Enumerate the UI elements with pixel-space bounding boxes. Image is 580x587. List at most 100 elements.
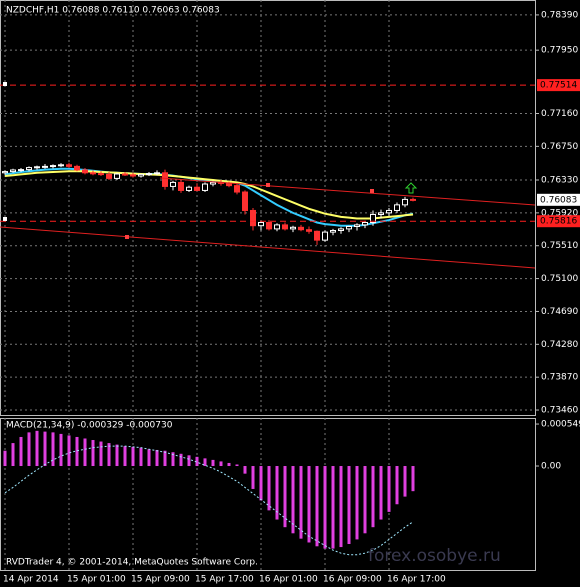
macd-bar — [75, 436, 79, 467]
macd-bar — [251, 466, 255, 489]
macd-bar — [3, 450, 7, 467]
macd-bar — [299, 466, 303, 539]
x-tick-label: 15 Apr 17:00 — [195, 575, 254, 585]
candle-body — [346, 225, 352, 230]
macd-bar — [227, 462, 231, 467]
candle-body — [282, 224, 288, 230]
macd-bar — [235, 464, 239, 467]
candle-body — [250, 209, 256, 227]
signal-line — [4, 445, 414, 556]
y-tick-label: 0.73460 — [541, 406, 578, 416]
macd-bar — [139, 447, 143, 467]
macd-bar — [371, 466, 375, 528]
macd-bar — [123, 446, 127, 467]
macd-bar — [115, 444, 119, 467]
candle-body — [186, 186, 192, 191]
y-tick-label: 0.00 — [541, 462, 561, 472]
candle-body — [370, 213, 376, 223]
level-label-box — [537, 215, 580, 228]
macd-bar — [195, 456, 199, 467]
y-tick-label: 0.73870 — [541, 373, 578, 383]
last-price-box — [537, 193, 580, 206]
candle-body — [322, 231, 328, 241]
candle-body — [410, 198, 416, 201]
y-tick-label: 0.77950 — [541, 46, 578, 56]
macd-bar — [19, 436, 23, 467]
x-tick-label: 16 Apr 01:00 — [259, 575, 318, 585]
watermark: forex.osobye.ru — [368, 546, 501, 566]
macd-bar — [339, 466, 343, 548]
macd-bar — [107, 443, 111, 467]
y-tick-label: 0.000549 — [541, 420, 580, 430]
candle-body — [362, 221, 368, 226]
level-label: 0.75816 — [540, 217, 577, 227]
candle-body — [210, 181, 216, 185]
macd-bar — [331, 466, 335, 549]
level-label: 0.77514 — [540, 81, 577, 91]
candle-body — [146, 173, 152, 176]
candle-body — [66, 164, 72, 167]
trend-line — [159, 177, 536, 206]
candle-body — [258, 221, 264, 227]
marker — [125, 235, 129, 239]
y-tick-label: 0.74690 — [541, 307, 578, 317]
macd-bar — [131, 446, 135, 467]
trend-line — [0, 226, 536, 269]
candle-body — [34, 166, 40, 169]
y-tick-label: 0.74280 — [541, 340, 578, 350]
macd-bar — [267, 466, 271, 511]
macd-bar — [91, 440, 95, 467]
footer: RVDTrader 4, © 2001-2014, MetaQuotes Sof… — [6, 558, 258, 568]
macd-bar — [171, 452, 175, 467]
macd-bar — [363, 466, 367, 534]
macd-bar — [395, 466, 399, 505]
candle-body — [378, 212, 384, 215]
candle-body — [202, 183, 208, 191]
macd-bar — [11, 443, 15, 467]
x-tick-label: 16 Apr 09:00 — [323, 575, 382, 585]
chart-title: NZDCHF,H1 0.76088 0.76110 0.76063 0.7608… — [6, 6, 220, 16]
y-tick-label: 0.75510 — [541, 241, 578, 251]
candle-body — [50, 165, 56, 168]
candle-body — [2, 171, 8, 174]
candle-body — [42, 165, 48, 168]
macd-bar — [411, 466, 415, 492]
candle-body — [98, 173, 104, 176]
macd-bar — [203, 458, 207, 467]
marker — [3, 217, 7, 221]
candle-body — [18, 169, 24, 172]
candle-body — [122, 173, 128, 176]
candle-body — [162, 172, 168, 187]
last-price-label: 0.76083 — [540, 195, 577, 205]
candle-body — [242, 191, 248, 211]
y-tick-label: 0.76750 — [541, 142, 578, 152]
macd-bar — [275, 466, 279, 520]
y-tick-label: 0.76330 — [541, 176, 578, 186]
x-tick-label: 16 Apr 17:00 — [387, 575, 446, 585]
macd-bar — [147, 449, 151, 467]
main-panel — [0, 0, 536, 416]
x-tick-label: 15 Apr 01:00 — [67, 575, 126, 585]
candle-body — [106, 173, 112, 179]
macd-panel — [0, 418, 536, 571]
x-tick-label: 15 Apr 09:00 — [131, 575, 190, 585]
macd-bar — [187, 455, 191, 467]
grid — [0, 0, 535, 570]
candle-body — [178, 181, 184, 191]
candle-body — [338, 228, 344, 232]
candle-body — [314, 230, 320, 241]
macd-bar — [387, 466, 391, 512]
macd-bar — [291, 466, 295, 534]
level-label-box — [537, 79, 580, 92]
candle-body — [194, 186, 200, 191]
macd-bar — [243, 466, 247, 474]
candle-body — [306, 229, 312, 232]
macd-bar — [99, 441, 103, 467]
y-tick-label: 0.75920 — [541, 208, 578, 218]
macd-bar — [27, 432, 31, 467]
candle-body — [394, 204, 400, 211]
candle-body — [402, 198, 408, 206]
candle-body — [90, 172, 96, 175]
x-tick-label: 14 Apr 2014 — [3, 575, 59, 585]
